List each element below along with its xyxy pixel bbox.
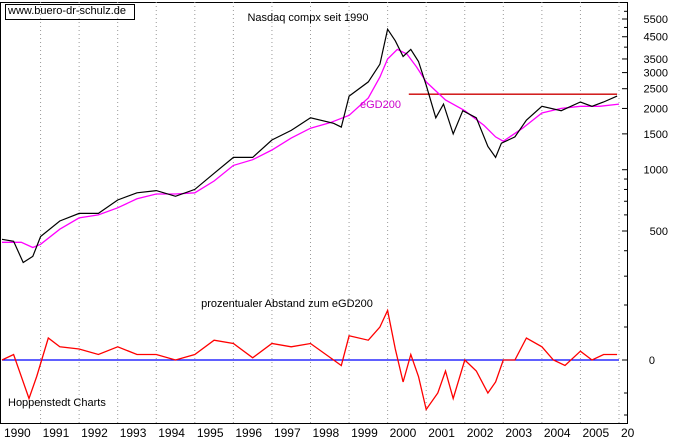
egd200-annotation: eGD200 (360, 99, 401, 111)
x-tick-label-1998: 1998 (313, 426, 340, 440)
x-tick-label-1991: 1991 (43, 426, 70, 440)
source-label: Hoppenstedt Charts (8, 397, 106, 409)
x-tick-label-20: 20 (621, 426, 635, 440)
x-tick-label-2003: 2003 (505, 426, 532, 440)
x-tick-label-1994: 1994 (158, 426, 185, 440)
y-tick-label: 3500 (644, 54, 668, 66)
x-tick-label-1997: 1997 (274, 426, 301, 440)
x-tick-label-1990: 1990 (4, 426, 31, 440)
y-tick-label: 500 (650, 226, 668, 238)
x-tick-label-2002: 2002 (467, 426, 494, 440)
watermark-box (5, 4, 135, 20)
egd200-line (2, 48, 620, 249)
bottom-series (1, 308, 619, 412)
top-series (1, 27, 620, 264)
y-tick-label: 5500 (644, 14, 668, 26)
x-tick-label-1993: 1993 (120, 426, 147, 440)
x-tick-label-2005: 2005 (582, 426, 609, 440)
x-tick-label-2001: 2001 (428, 426, 455, 440)
x-tick-label-1995: 1995 (197, 426, 224, 440)
nasdaq-line (1, 27, 618, 264)
y-tick-label: 2500 (644, 84, 668, 96)
watermark-text: www.buero-dr-schulz.de (8, 5, 126, 17)
chart-title: Nasdaq compx seit 1990 (247, 12, 368, 24)
x-tick-label-1992: 1992 (81, 426, 108, 440)
distance-line (1, 308, 618, 412)
x-tick-label-1999: 1999 (351, 426, 378, 440)
x-tick-label-1996: 1996 (235, 426, 262, 440)
x-axis: 1990 1991 1992 1993 1994 1995 1996 1997 1998 1999… (4, 426, 635, 440)
x-tick-label-2004: 2004 (544, 426, 571, 440)
plot-frame (0, 2, 628, 424)
lower-panel-title: prozentualer Abstand zum eGD200 (201, 298, 373, 310)
plot-border (0, 2, 628, 424)
y-tick-label: 1500 (644, 129, 668, 141)
y-tick-label-lower: 0 (649, 355, 655, 367)
y-tick-label: 1000 (644, 165, 668, 177)
y-tick-label: 4500 (644, 32, 668, 44)
x-tick-label-2000: 2000 (390, 426, 417, 440)
y-axis: 500 1000 1500 2000 2500 3000 3500 4500 5500 0 (622, 10, 668, 416)
y-tick-label: 3000 (644, 68, 668, 80)
y-tick-label: 2000 (644, 103, 668, 115)
